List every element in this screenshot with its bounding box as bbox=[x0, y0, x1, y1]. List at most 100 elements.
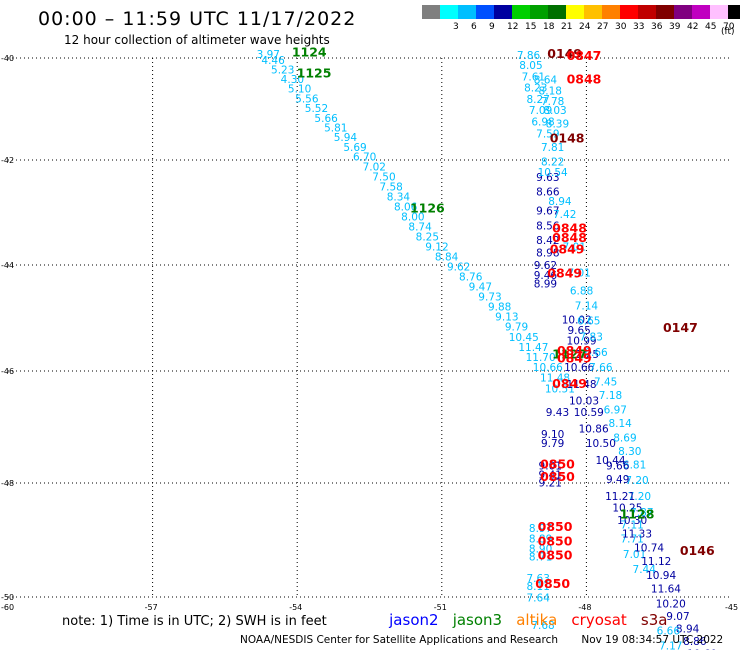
swh-value: 6.70 bbox=[353, 152, 376, 164]
swh-value: 7.87 bbox=[630, 507, 653, 519]
swh-value: 8.90 bbox=[529, 544, 552, 556]
swh-value: 8.99 bbox=[534, 278, 557, 290]
longitude-tick-label: -57 bbox=[145, 603, 158, 612]
swh-value: 10.30 bbox=[617, 515, 647, 527]
swh-value: 8.66 bbox=[536, 187, 560, 199]
corner-tick-label: -60 bbox=[1, 603, 14, 612]
swh-value: 9.12 bbox=[425, 241, 448, 253]
swh-value: 9.73 bbox=[478, 292, 501, 304]
legend-altika: altika bbox=[516, 611, 558, 629]
swh-value: 8.18 bbox=[539, 86, 562, 98]
footer: note: 1) Time is in UTC; 2) SWH is in fe… bbox=[62, 611, 677, 629]
swh-value: 11.33 bbox=[622, 529, 652, 541]
track-west: 3.974.465.234.305.105.565.525.665.815.94… bbox=[257, 49, 575, 395]
pass-time-jason3: 1128 bbox=[620, 506, 655, 521]
pass-time-jason3: 1124 bbox=[292, 44, 327, 59]
swh-value: 5.10 bbox=[288, 84, 311, 96]
colorbar-swatch: 12 bbox=[494, 5, 518, 32]
swh-value: 10.02 bbox=[562, 314, 592, 326]
swh-value: 9.41 bbox=[539, 470, 562, 482]
swh-value: 7.58 bbox=[379, 181, 402, 193]
swh-value: 5.94 bbox=[334, 132, 358, 144]
track-north-inner: 9.63 8.66 9.67 8.56 8.428.989.629.468.99 bbox=[534, 172, 560, 290]
swh-value: 9.65 bbox=[567, 325, 590, 337]
pass-time-cryosat: 0850 bbox=[540, 456, 575, 471]
swh-value: 7.59 bbox=[536, 129, 559, 141]
colorbar-swatch: 39 bbox=[656, 5, 680, 32]
swh-value: 10.50 bbox=[586, 438, 616, 450]
swh-value: 7.81 bbox=[541, 142, 564, 154]
swh-value: 8.86 bbox=[683, 636, 707, 648]
swh-value: 7.17 bbox=[659, 640, 682, 650]
swh-value: 8.97 bbox=[529, 523, 552, 535]
swh-value: 10.60 bbox=[687, 648, 717, 650]
pass-time-cryosat: 0848 bbox=[567, 72, 602, 87]
swh-value: 8.14 bbox=[608, 418, 632, 430]
pass-time-cryosat: 0849 bbox=[552, 376, 587, 391]
swh-value: 9.46 bbox=[534, 270, 558, 282]
swh-value: 7.44 bbox=[633, 564, 657, 576]
swh-value: 7.11 bbox=[620, 520, 643, 532]
pass-time-cryosat: 0849 bbox=[547, 266, 582, 281]
swh-value: 10.25 bbox=[612, 503, 642, 515]
longitude-tick-label: -54 bbox=[289, 603, 302, 612]
colorbar-label: 18 bbox=[543, 22, 555, 32]
swh-value: 10.66 bbox=[564, 362, 594, 374]
swh-value: 8.11 bbox=[527, 581, 550, 593]
colorbar-label: 39 bbox=[669, 22, 681, 32]
latitude-tick-label: -44 bbox=[1, 261, 14, 270]
pass-time-cryosat: 0848 bbox=[552, 220, 587, 235]
pass-time-cryosat: 0847 bbox=[567, 48, 602, 63]
swh-value: 7.09 bbox=[529, 105, 552, 117]
colorbar-label: 15 bbox=[525, 22, 537, 32]
swh-value: 5.23 bbox=[271, 64, 294, 76]
swh-value: 7.68 bbox=[531, 620, 554, 632]
colorbar-label: 33 bbox=[633, 22, 645, 32]
swh-value: 7.78 bbox=[541, 96, 564, 108]
swh-value: 11.64 bbox=[651, 583, 681, 595]
swh-value: 7.66 bbox=[589, 362, 613, 374]
swh-value: 8.27 bbox=[527, 94, 550, 106]
pass-time-cryosat: 0850 bbox=[540, 469, 575, 484]
swh-value: 10.94 bbox=[646, 570, 676, 582]
swh-value: 9.67 bbox=[536, 206, 559, 218]
swh-value: 11.25 bbox=[569, 349, 599, 361]
swh-value: 8.34 bbox=[387, 191, 411, 203]
pass-time-jason3: 1126 bbox=[410, 201, 445, 216]
swh-value: 7.02 bbox=[363, 162, 386, 174]
colorbar-swatch: 3 bbox=[440, 5, 459, 32]
swh-value: 10.54 bbox=[538, 167, 568, 179]
colorbar-label: 21 bbox=[561, 22, 573, 32]
swh-value: 7.71 bbox=[620, 533, 643, 545]
swh-value: 6.65 bbox=[577, 315, 600, 327]
pass-time-labels: 1124 1125 1126 1127 1128 0149 0148 0147 0146 0847… bbox=[292, 44, 715, 590]
colorbar-swatch: 45 bbox=[692, 5, 716, 32]
legend-cryosat: cryosat bbox=[571, 611, 627, 629]
colorbar-unit: (ft) bbox=[721, 27, 735, 37]
swh-value: 8.03 bbox=[543, 105, 566, 117]
swh-value: 9.79 bbox=[505, 322, 528, 334]
swh-value: 9.79 bbox=[541, 438, 564, 450]
swh-value: 6.97 bbox=[604, 405, 627, 417]
swh-value: 10.74 bbox=[634, 542, 664, 554]
swh-value: 6.66 bbox=[657, 626, 681, 638]
swh-value: 9.63 bbox=[536, 172, 559, 184]
colorbar-swatch: 21 bbox=[548, 5, 572, 32]
longitude-tick-label: -45 bbox=[725, 603, 738, 612]
swh-value: 8.94 bbox=[676, 623, 700, 635]
track-middle: 10.029.6510.9911.2510.6611.4810.0310.599… bbox=[539, 314, 626, 489]
colorbar-label: 12 bbox=[507, 22, 519, 32]
swh-value: 8.42 bbox=[536, 235, 559, 247]
swh-value: 7.14 bbox=[575, 301, 599, 313]
swh-value: 9.88 bbox=[488, 302, 511, 314]
swh-value: 9.13 bbox=[495, 312, 518, 324]
swh-value: 9.07 bbox=[666, 611, 689, 623]
swh-value: 5.52 bbox=[305, 103, 328, 115]
latitude-tick-label: -48 bbox=[1, 479, 14, 488]
swh-value: 9.01 bbox=[539, 461, 562, 473]
latitude-tick-label: -46 bbox=[1, 367, 14, 376]
pass-time-s3a: 0146 bbox=[680, 543, 715, 558]
pass-time-cryosat: 0849 bbox=[550, 241, 585, 256]
map-grid bbox=[8, 57, 731, 598]
